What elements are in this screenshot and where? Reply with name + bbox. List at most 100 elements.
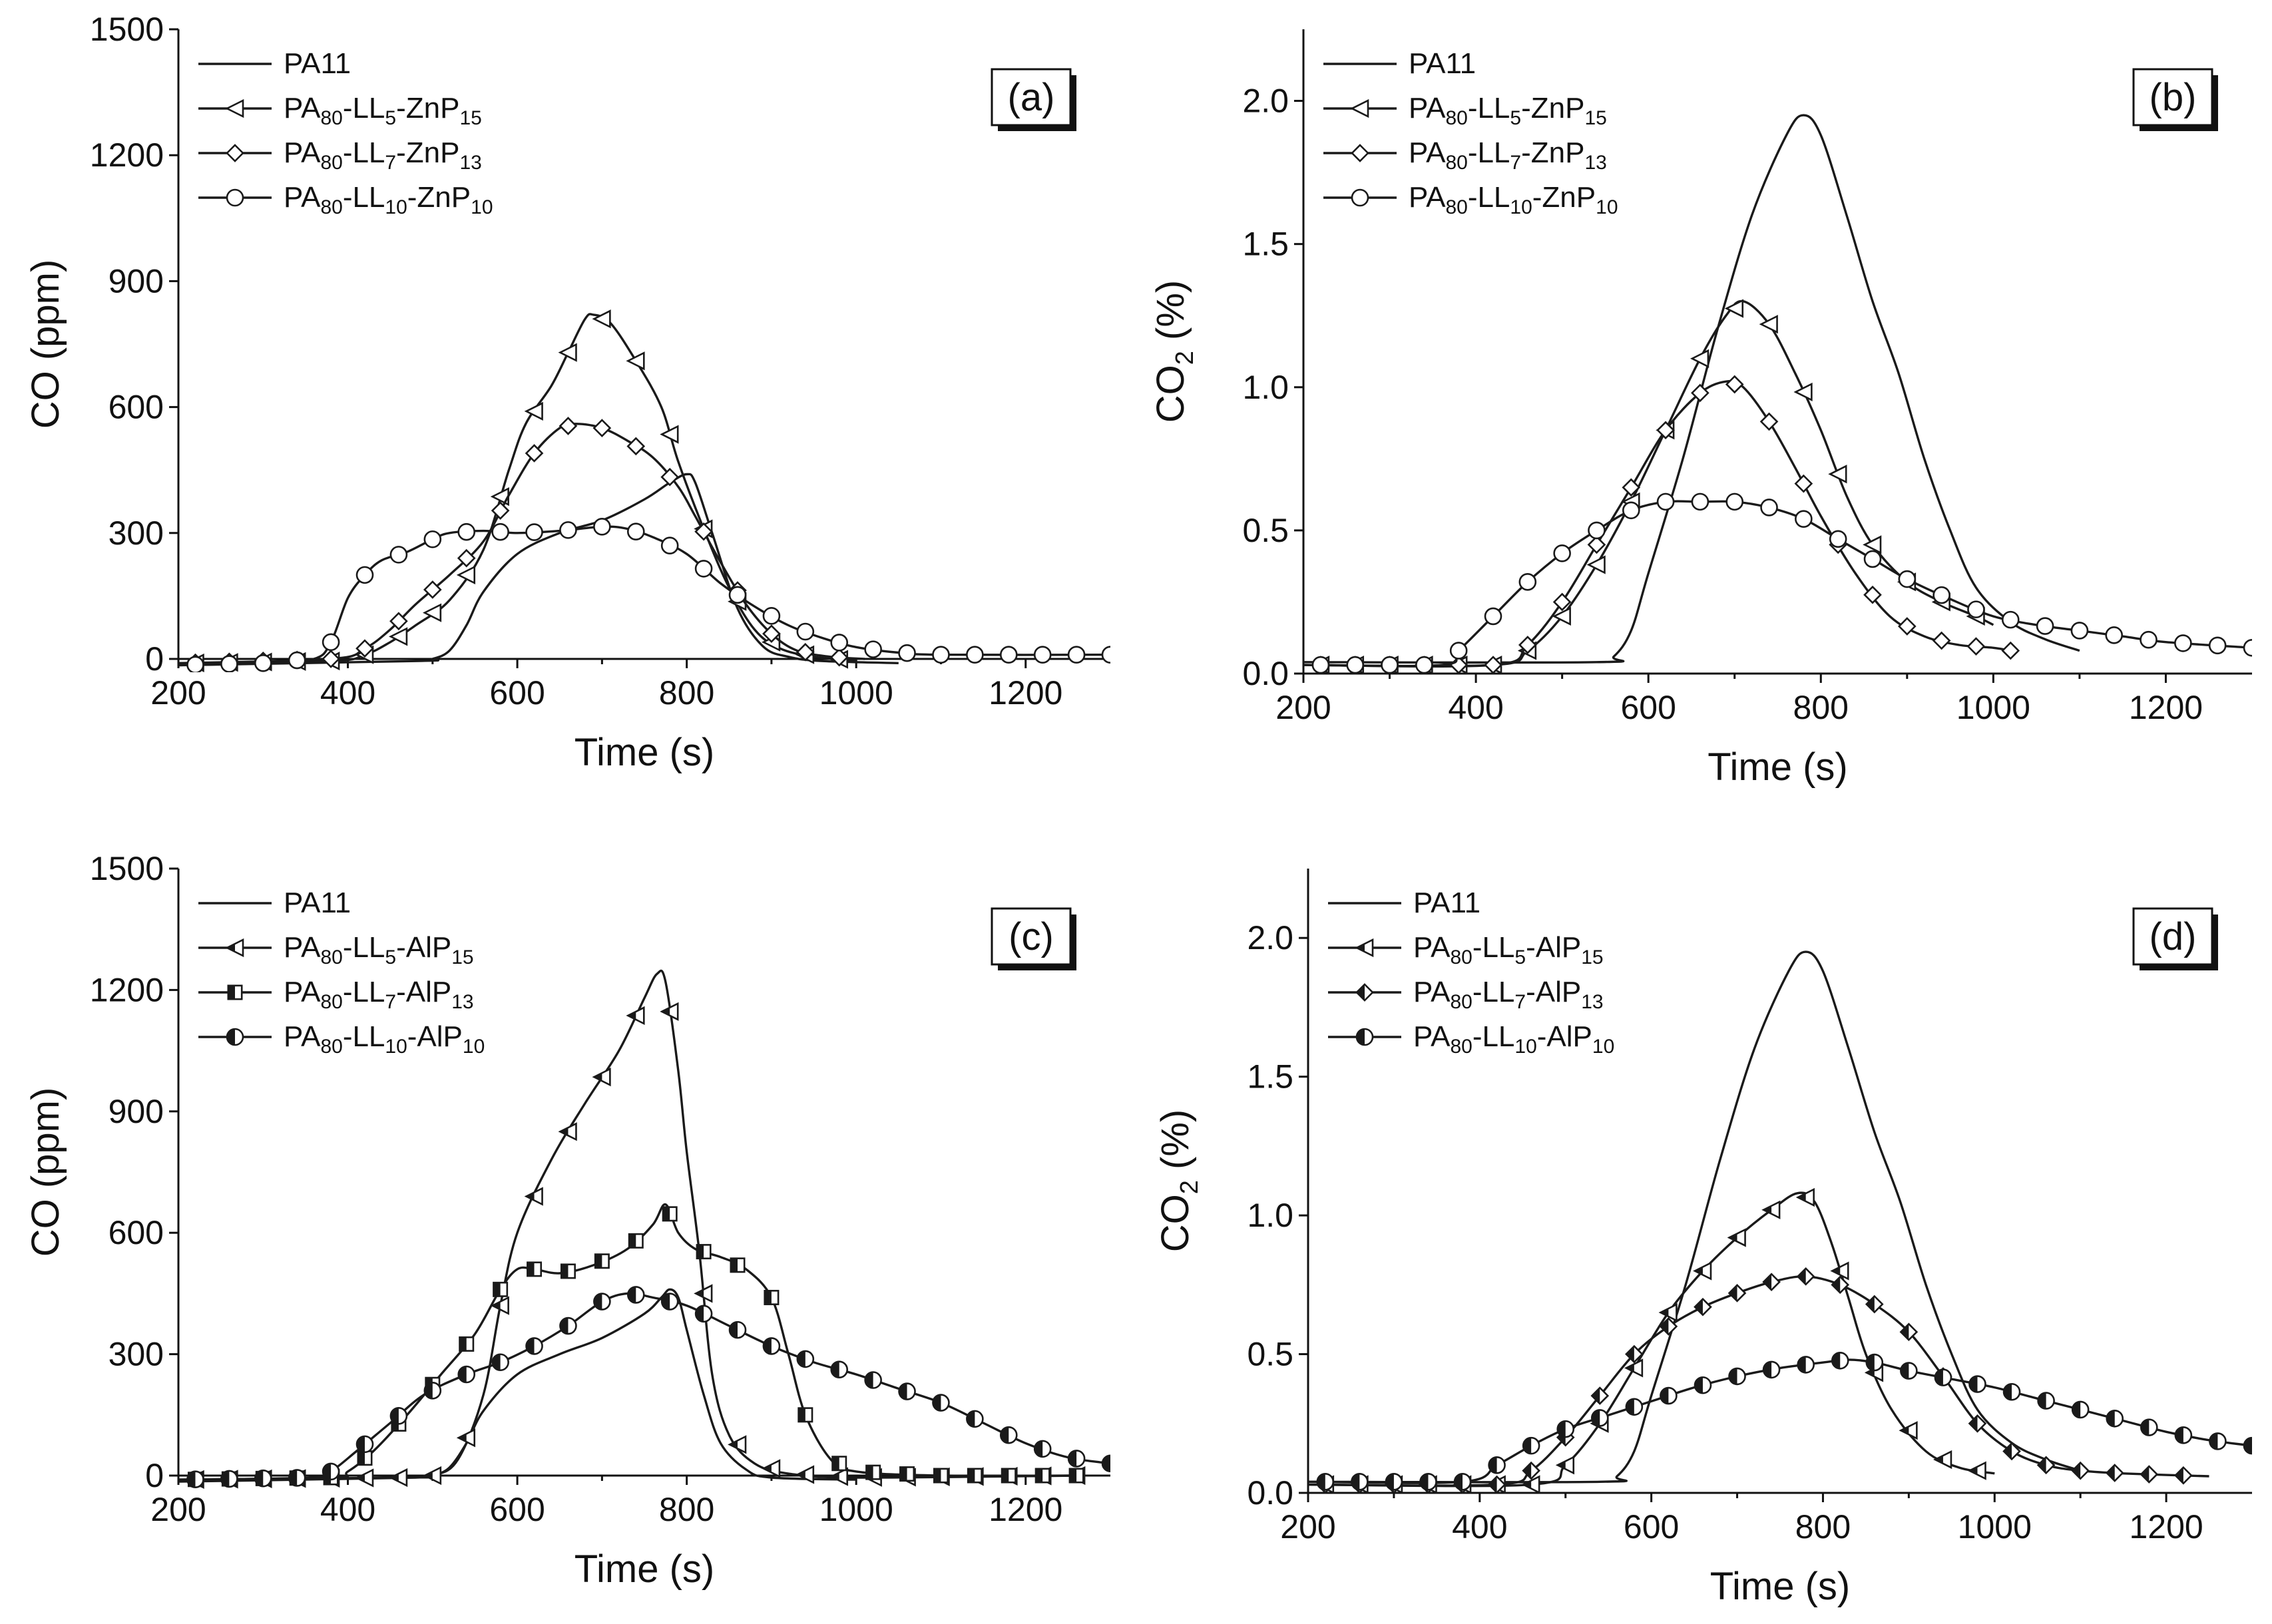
data-point-marker bbox=[389, 612, 408, 631]
data-point-marker bbox=[1795, 1187, 1815, 1207]
data-point-marker bbox=[1694, 1297, 1712, 1317]
data-point-marker bbox=[2174, 634, 2192, 652]
y-axis-title: CO (ppm) bbox=[24, 1088, 67, 1257]
data-point-marker-fill bbox=[594, 1073, 602, 1082]
data-point-marker-shape bbox=[2140, 630, 2158, 649]
data-point-marker bbox=[1553, 544, 1571, 562]
data-point-marker bbox=[1622, 478, 1641, 497]
data-point-marker-shape bbox=[1828, 465, 1847, 484]
data-point-marker-shape bbox=[1863, 585, 1882, 604]
legend-subscript: 13 bbox=[1584, 152, 1606, 174]
data-point-marker-shape bbox=[1724, 299, 1744, 318]
legend: PA11PA80-LL5-AlP15PA80-LL7-AlP13PA80-LL1… bbox=[198, 887, 485, 1058]
legend-text-part: -AlP bbox=[1537, 1020, 1592, 1053]
legend-label: PA80-LL7-ZnP13 bbox=[284, 136, 482, 174]
legend-marker-fill bbox=[227, 944, 235, 952]
data-point-marker bbox=[288, 1469, 306, 1487]
data-point-marker bbox=[1552, 592, 1572, 612]
data-point-marker bbox=[456, 565, 476, 584]
legend-text-part: -AlP bbox=[1526, 931, 1581, 964]
data-point-marker bbox=[1033, 1440, 1052, 1458]
data-point-marker-shape bbox=[660, 425, 679, 444]
data-point-marker bbox=[1759, 412, 1779, 431]
data-point-marker-shape bbox=[694, 522, 713, 541]
legend-label: PA11 bbox=[284, 887, 351, 919]
data-point-marker bbox=[1865, 1353, 1884, 1372]
legend-text-part: -LL bbox=[343, 931, 385, 964]
data-point-marker-shape bbox=[1897, 617, 1917, 636]
data-point-marker bbox=[1311, 656, 1330, 674]
data-point-marker bbox=[898, 1382, 916, 1400]
legend-subscript: 7 bbox=[1510, 152, 1521, 174]
data-point-marker-fill bbox=[2175, 1467, 2183, 1484]
data-point-marker bbox=[933, 1468, 949, 1484]
data-point-marker-shape bbox=[1725, 375, 1744, 394]
legend-text-part: PA bbox=[284, 47, 321, 80]
data-point-marker-fill bbox=[459, 1337, 467, 1351]
plot-area bbox=[1303, 114, 2252, 675]
data-point-marker bbox=[2209, 1432, 2227, 1450]
legend-marker-fill bbox=[227, 1029, 235, 1045]
data-point-marker bbox=[220, 655, 238, 672]
legend-marker-shape bbox=[1350, 99, 1369, 118]
data-point-marker bbox=[829, 1467, 849, 1486]
x-tick-label: 200 bbox=[1275, 689, 1331, 726]
data-point-marker-fill bbox=[357, 1474, 365, 1482]
data-point-marker bbox=[762, 607, 781, 625]
legend-text-part: -ZnP bbox=[1532, 181, 1596, 214]
legend-text-part: PA bbox=[284, 92, 321, 124]
y-tick-label: 900 bbox=[109, 1093, 164, 1130]
data-point-marker bbox=[423, 1382, 442, 1400]
data-point-marker-fill bbox=[1660, 1309, 1669, 1317]
y-axis-title-subscript: 2 bbox=[1171, 351, 1199, 365]
data-point-marker bbox=[1831, 1351, 1849, 1370]
data-point-marker bbox=[1068, 1468, 1084, 1484]
data-point-marker-fill bbox=[797, 1470, 805, 1479]
data-point-marker-fill bbox=[323, 1463, 332, 1480]
legend-marker-shape bbox=[226, 188, 244, 207]
legend-subscript: 15 bbox=[1581, 946, 1603, 968]
data-point-marker bbox=[796, 622, 815, 641]
legend-subscript: 10 bbox=[1592, 1036, 1614, 1058]
data-point-marker-fill bbox=[1626, 1346, 1634, 1362]
legend-subscript: 80 bbox=[1445, 152, 1467, 174]
data-point-marker-shape bbox=[322, 633, 340, 652]
data-point-marker-shape bbox=[762, 624, 781, 643]
y-tick-label: 300 bbox=[109, 514, 164, 552]
plot-area bbox=[1308, 950, 2252, 1494]
data-point-marker bbox=[2071, 1400, 2090, 1419]
data-point-marker bbox=[389, 546, 408, 564]
data-point-marker-fill bbox=[1694, 1377, 1703, 1394]
data-point-marker-fill bbox=[561, 1264, 568, 1279]
data-point-marker bbox=[1793, 382, 1813, 402]
data-point-marker bbox=[830, 1360, 849, 1379]
data-point-marker bbox=[1453, 1473, 1472, 1491]
data-point-marker-fill bbox=[2072, 1401, 2081, 1418]
x-tick-label: 400 bbox=[320, 674, 375, 711]
legend-text-part: PA bbox=[1413, 1020, 1451, 1053]
data-point-marker-fill bbox=[1557, 1421, 1566, 1438]
data-point-marker-fill bbox=[1832, 1267, 1841, 1275]
data-point-marker-fill bbox=[595, 1254, 602, 1268]
legend-subscript: 15 bbox=[459, 107, 481, 129]
legend: PA11PA80-LL5-AlP15PA80-LL7-AlP13PA80-LL1… bbox=[1328, 887, 1614, 1058]
legend-text-part: -ZnP bbox=[1521, 136, 1584, 169]
data-point-marker bbox=[626, 437, 646, 456]
legend-text-part: PA bbox=[284, 181, 321, 214]
legend-marker bbox=[226, 1028, 244, 1046]
data-point-marker bbox=[626, 351, 645, 371]
legend-subscript: 7 bbox=[385, 152, 396, 174]
x-tick-label: 1000 bbox=[819, 1491, 893, 1528]
data-point-marker bbox=[491, 1353, 509, 1372]
data-point-marker bbox=[730, 1257, 746, 1273]
data-point-marker bbox=[1556, 1420, 1575, 1438]
x-tick-label: 800 bbox=[659, 1491, 714, 1528]
data-point-marker bbox=[459, 1336, 475, 1352]
data-point-marker-shape bbox=[999, 646, 1018, 664]
legend-label: PA80-LL5-AlP15 bbox=[1413, 931, 1604, 968]
data-point-marker-shape bbox=[1311, 656, 1330, 674]
data-point-marker bbox=[1829, 530, 1847, 548]
data-point-marker bbox=[899, 1466, 915, 1482]
data-point-marker bbox=[1586, 555, 1606, 574]
data-point-marker bbox=[2140, 1465, 2159, 1484]
